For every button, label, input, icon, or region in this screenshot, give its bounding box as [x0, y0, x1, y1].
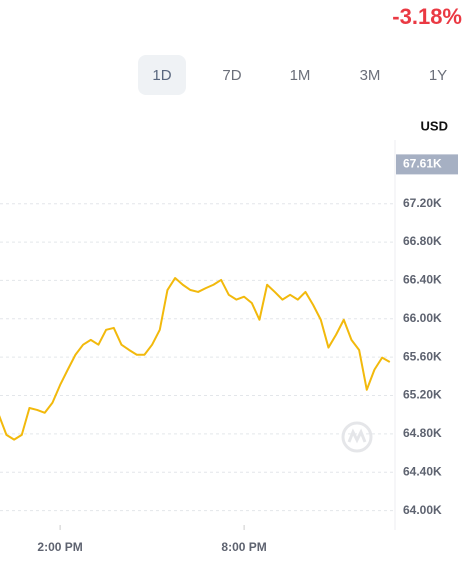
tab-active-bg: [138, 55, 186, 95]
y-tick-label: 67.20K: [403, 196, 442, 210]
y-tick-label: 64.40K: [403, 464, 442, 478]
time-range-tab[interactable]: 1D: [152, 67, 171, 84]
y-tick-label: 64.80K: [403, 426, 442, 440]
currency-label: USD: [421, 118, 448, 133]
y-tick-label: 65.60K: [403, 349, 442, 363]
x-tick-label: 2:00 PM: [37, 540, 82, 554]
time-range-tab[interactable]: 1Y: [429, 67, 447, 84]
price-marker: [396, 154, 458, 175]
x-tick-label: 8:00 PM: [221, 540, 266, 554]
y-tick-label: 66.00K: [403, 311, 442, 325]
y-tick-label: 66.80K: [403, 234, 442, 248]
y-tick-label: 66.40K: [403, 273, 442, 287]
time-range-tab[interactable]: 7D: [222, 67, 241, 84]
price-line: [0, 277, 391, 441]
watermark: [341, 421, 373, 453]
price-marker-label: 67.61K: [403, 157, 442, 171]
time-range-tab[interactable]: 3M: [360, 67, 381, 84]
y-tick-label: 65.20K: [403, 388, 442, 402]
price-change: -3.18%: [392, 4, 462, 29]
time-range-tab[interactable]: 1M: [290, 67, 311, 84]
y-tick-label: 64.00K: [403, 503, 442, 517]
